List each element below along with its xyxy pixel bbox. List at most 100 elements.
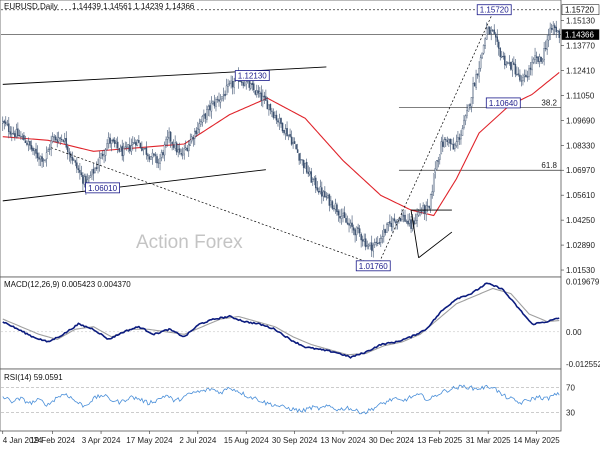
- candle-body: [281, 122, 284, 132]
- candle-body: [242, 82, 244, 86]
- candle-body: [490, 30, 492, 34]
- price-tag-current-text: 1.14366: [565, 31, 594, 40]
- candle-body: [151, 152, 154, 158]
- candle-body: [426, 205, 429, 207]
- candle-body: [333, 208, 335, 210]
- candle-body: [366, 245, 368, 247]
- macd-axis-tick-label-1: 0.00: [566, 328, 582, 337]
- candle-body: [446, 140, 449, 142]
- candle-body: [76, 162, 78, 169]
- price-tag-high-bg: [561, 4, 600, 15]
- candle-body: [48, 148, 51, 150]
- candle-body: [5, 121, 7, 124]
- candle-body: [308, 171, 311, 175]
- candle-body: [233, 81, 235, 88]
- candle-body: [189, 139, 192, 146]
- candle-body: [514, 64, 517, 75]
- macd-series-signal: [2, 287, 560, 356]
- candle-body: [274, 115, 276, 118]
- candle-body: [12, 132, 15, 134]
- candle-body: [243, 85, 246, 87]
- candle-body: [386, 224, 388, 233]
- candle-body: [395, 221, 397, 224]
- trendline-6: [418, 231, 453, 259]
- candle-body: [458, 137, 461, 140]
- candle-body: [420, 210, 423, 212]
- candle-body: [372, 244, 374, 252]
- candle-body: [206, 109, 208, 120]
- price-tag-high-text: 1.15720: [565, 6, 594, 15]
- candle-body: [222, 94, 225, 96]
- price-axis-tick-label-6: 1.06970: [566, 166, 595, 175]
- candle-body: [360, 233, 362, 241]
- candle-body: [455, 141, 458, 147]
- time-axis-tick-label-10: 31 Mar 2025: [466, 436, 511, 445]
- candle-body: [192, 137, 195, 140]
- candle-body: [352, 227, 355, 231]
- candle-body: [343, 212, 346, 218]
- candle-body: [312, 179, 314, 182]
- price-axis-tick-label-1: 1.13770: [566, 41, 595, 50]
- candle-body: [301, 159, 303, 161]
- candle-body: [269, 104, 272, 111]
- rsi-line: [2, 384, 560, 415]
- candle-body: [528, 68, 530, 77]
- candle-body: [449, 138, 452, 144]
- candle-body: [475, 74, 477, 88]
- candle-body: [327, 194, 329, 198]
- candle-body: [298, 153, 300, 161]
- candle-body: [56, 139, 58, 143]
- candle-body: [448, 139, 450, 143]
- candle-body: [3, 120, 6, 123]
- price-annotation-box-1: [234, 70, 270, 81]
- ohlc-readout: 1.14439 1.14561 1.14239 1.14366: [72, 2, 195, 11]
- candle-body: [383, 228, 385, 237]
- candle-body: [184, 147, 187, 150]
- candle-body: [266, 100, 269, 110]
- rsi-axis-tick-label-0: 70: [566, 384, 575, 393]
- candle-body: [216, 99, 219, 101]
- candle-body: [265, 96, 267, 101]
- candle-body: [529, 67, 532, 70]
- candle-body: [340, 216, 343, 219]
- candle-body: [213, 101, 216, 107]
- fib-label-0: 38.2: [541, 98, 557, 107]
- candle-body: [460, 134, 462, 140]
- candle-body: [467, 104, 470, 112]
- candle-body: [221, 96, 223, 100]
- candle-body: [33, 148, 36, 151]
- rsi-layer: 70 30: [1, 384, 575, 417]
- candle-body: [531, 62, 533, 71]
- candle-body: [239, 80, 241, 82]
- candle-body: [349, 222, 352, 226]
- candle-body: [230, 80, 232, 84]
- candle-body: [122, 148, 125, 156]
- candle-body: [331, 201, 334, 209]
- time-axis-tick-label-0: 4 Jan 2024: [3, 436, 43, 445]
- candle-body: [513, 62, 515, 65]
- candle-body: [77, 168, 80, 171]
- candle-body: [451, 143, 453, 145]
- candle-body: [414, 220, 417, 225]
- axes-layer: 1.15130 1.13770 1.12410 1.11050 1.09690 1.083…: [2, 4, 600, 445]
- candle-body: [162, 152, 164, 156]
- candle-body: [80, 172, 83, 176]
- price-axis-tick-label-2: 1.12410: [566, 66, 595, 75]
- candle-body: [227, 84, 229, 87]
- candle-body: [39, 155, 42, 160]
- price-annotation-label-0: 1.06010: [88, 184, 117, 193]
- candle-body: [546, 39, 548, 51]
- candle-body: [342, 212, 344, 216]
- candle-body: [110, 139, 113, 144]
- candle-body: [95, 167, 98, 169]
- candle-body: [520, 80, 523, 82]
- candle-body: [292, 142, 294, 145]
- candle-body: [169, 131, 172, 142]
- candle-body: [519, 74, 521, 81]
- candle-body: [469, 104, 471, 106]
- candle-body: [399, 218, 402, 221]
- candle-body: [41, 156, 43, 162]
- candle-body: [153, 153, 155, 156]
- rsi-panel-frame: [0, 368, 562, 432]
